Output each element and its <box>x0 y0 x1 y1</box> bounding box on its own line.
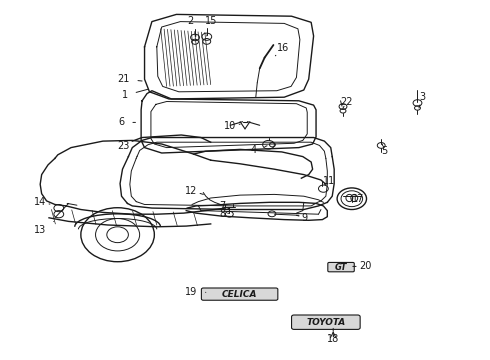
Text: 10: 10 <box>224 121 240 131</box>
Text: 13: 13 <box>34 221 54 235</box>
Text: 9: 9 <box>296 213 308 223</box>
Text: 19: 19 <box>185 287 206 297</box>
Text: 21: 21 <box>117 74 142 84</box>
Text: 16: 16 <box>275 42 289 56</box>
Text: 4: 4 <box>251 145 267 156</box>
Text: 14: 14 <box>34 197 50 207</box>
Text: 7: 7 <box>219 201 229 211</box>
Text: GT: GT <box>335 263 347 271</box>
Text: 18: 18 <box>327 328 339 344</box>
Text: 1: 1 <box>122 89 148 100</box>
Text: 23: 23 <box>117 141 137 157</box>
Text: 22: 22 <box>341 96 353 108</box>
Text: 6: 6 <box>119 117 135 127</box>
FancyBboxPatch shape <box>328 262 354 272</box>
Text: 20: 20 <box>353 261 371 271</box>
Text: CELICA: CELICA <box>222 289 257 299</box>
Text: 11: 11 <box>323 176 336 186</box>
FancyBboxPatch shape <box>292 315 360 329</box>
Text: 15: 15 <box>204 16 217 36</box>
Text: 17: 17 <box>351 194 364 204</box>
Text: 2: 2 <box>187 16 196 36</box>
Text: 3: 3 <box>419 92 425 108</box>
Text: TOYOTA: TOYOTA <box>306 318 345 327</box>
Text: 12: 12 <box>185 186 203 196</box>
Text: 5: 5 <box>382 144 388 156</box>
Text: 8: 8 <box>219 209 229 219</box>
FancyBboxPatch shape <box>201 288 278 300</box>
